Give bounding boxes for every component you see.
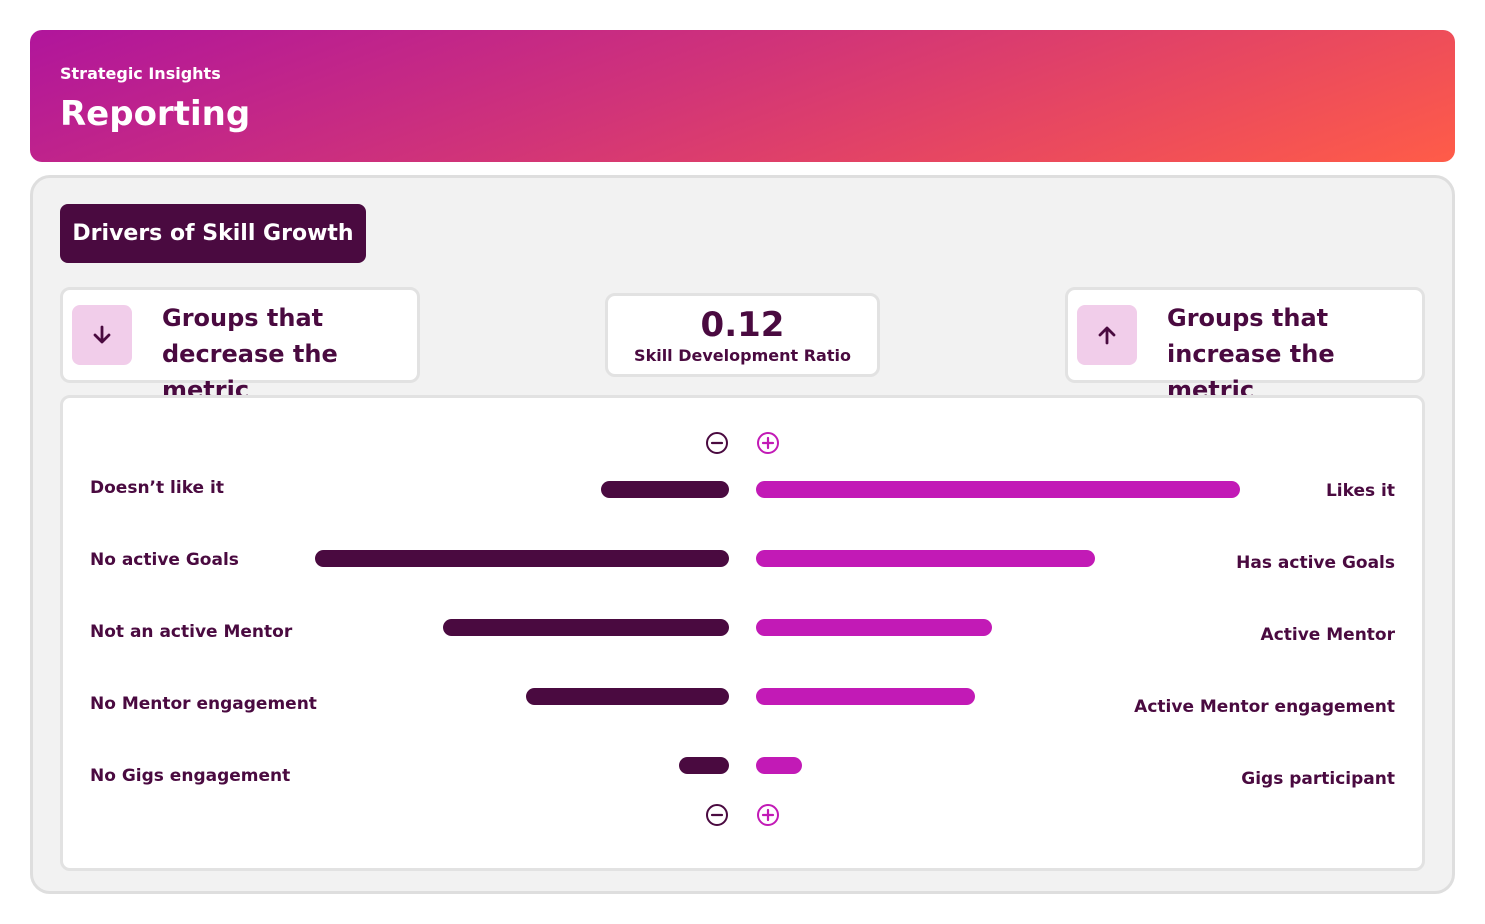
metric-label: Skill Development Ratio	[634, 345, 851, 365]
arrow-down-icon	[72, 305, 132, 365]
positive-bar	[756, 688, 976, 705]
increase-card: Groups that increase the metric	[1065, 287, 1425, 404]
positive-group-label: Likes it	[1325, 481, 1395, 501]
negative-group-label: Doesn’t like it	[90, 478, 224, 498]
minus-circle-icon	[706, 432, 728, 454]
positive-bar	[756, 757, 802, 774]
positive-bar	[756, 619, 992, 636]
minus-circle-icon	[706, 804, 728, 826]
positive-group-label: Has active Goals	[1236, 553, 1395, 573]
arrow-up-icon	[1077, 305, 1137, 365]
plus-circle-icon	[757, 804, 779, 826]
metric-value: 0.12	[700, 304, 785, 345]
positive-group-label: Active Mentor engagement	[1134, 697, 1395, 717]
section-title: Drivers of Skill Growth	[60, 204, 366, 263]
increase-card-text: Groups that increase the metric	[1167, 304, 1335, 404]
positive-bar	[756, 550, 1096, 567]
metric-card: 0.12 Skill Development Ratio	[605, 293, 880, 377]
negative-group-label: No Gigs engagement	[90, 766, 291, 786]
positive-group-label: Gigs participant	[1241, 769, 1395, 789]
negative-bar	[679, 757, 729, 774]
page-header: Strategic Insights Reporting	[30, 30, 1455, 162]
decrease-card: Groups that decrease the metric	[60, 287, 420, 404]
drivers-chart	[60, 395, 1425, 871]
decrease-card-text: Groups that decrease the metric	[162, 304, 338, 404]
positive-bar	[756, 481, 1241, 498]
negative-bar	[600, 481, 729, 498]
positive-group-label: Active Mentor	[1260, 625, 1395, 645]
negative-group-label: No active Goals	[90, 550, 239, 570]
page-title: Reporting	[60, 94, 251, 134]
section-title-label: Drivers of Skill Growth	[72, 221, 354, 246]
negative-group-label: No Mentor engagement	[90, 694, 317, 714]
negative-bar	[443, 619, 729, 636]
plus-circle-icon	[757, 432, 779, 454]
header-subtitle: Strategic Insights	[60, 64, 221, 83]
negative-bar	[526, 688, 729, 705]
negative-bar	[315, 550, 729, 567]
negative-group-label: Not an active Mentor	[90, 622, 293, 642]
